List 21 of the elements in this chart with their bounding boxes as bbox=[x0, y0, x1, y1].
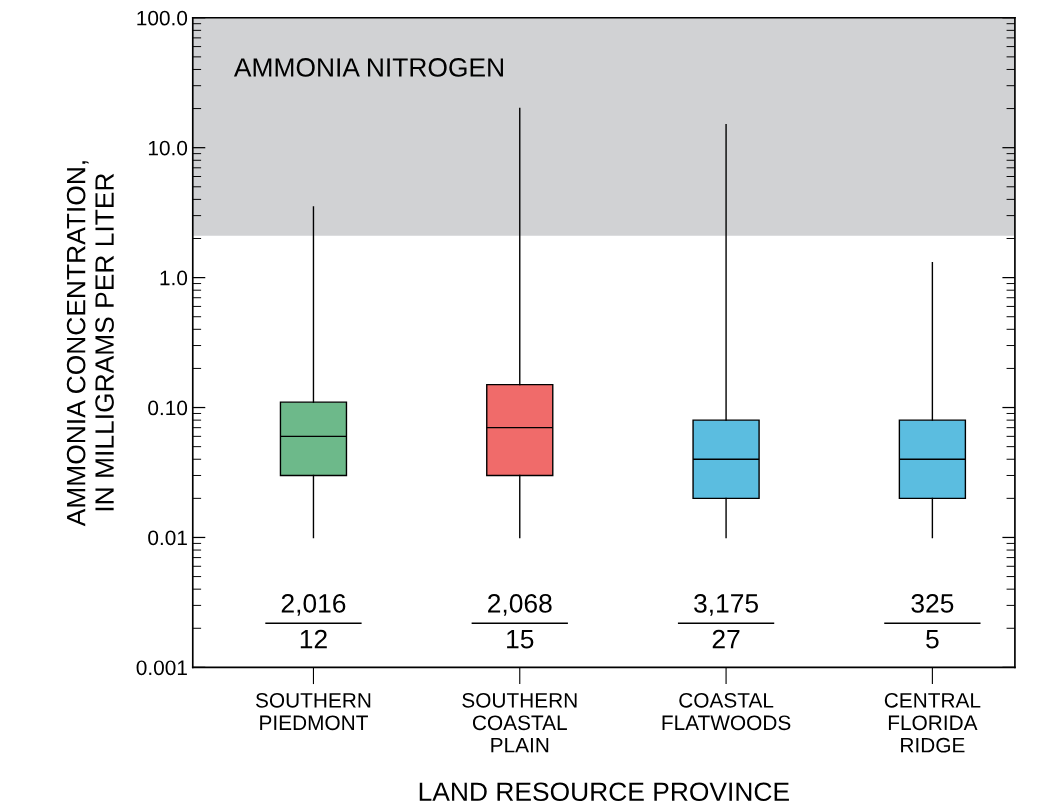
y-tick-label: 1.0 bbox=[160, 270, 188, 286]
y-tick-label: 0.01 bbox=[148, 530, 187, 546]
band-label: AMMONIA NITROGEN bbox=[233, 58, 503, 77]
annotation: 5 bbox=[926, 630, 939, 649]
y-axis-title: AMMONIA CONCENTRATION, IN MILLIGRAMS PER LITER bbox=[66, 161, 114, 527]
annotation: 325 bbox=[911, 594, 954, 613]
annotation: 15 bbox=[507, 630, 534, 649]
y-tick-label: 0.001 bbox=[136, 660, 187, 676]
x-axis-title: LAND RESOURCE PROVINCE bbox=[419, 782, 789, 802]
x-tick-label: SOUTHERN COASTAL PLAIN bbox=[462, 692, 577, 753]
y-tick-label: 10.0 bbox=[148, 140, 188, 156]
x-tick-label: SOUTHERN PIEDMONT bbox=[255, 692, 371, 731]
annotation: 12 bbox=[300, 629, 327, 649]
annotation: 3,175 bbox=[694, 594, 758, 616]
y-tick-label: 0.10 bbox=[148, 400, 188, 416]
y-tick-label: 100.0 bbox=[137, 10, 188, 26]
x-tick-label: COASTAL FLATWOODS bbox=[662, 692, 791, 731]
x-tick-label: CENTRAL FLORIDA RIDGE bbox=[884, 692, 981, 753]
annotation: 2,068 bbox=[488, 594, 552, 616]
annotation: 27 bbox=[712, 629, 740, 649]
annotation: 2,016 bbox=[281, 594, 346, 616]
